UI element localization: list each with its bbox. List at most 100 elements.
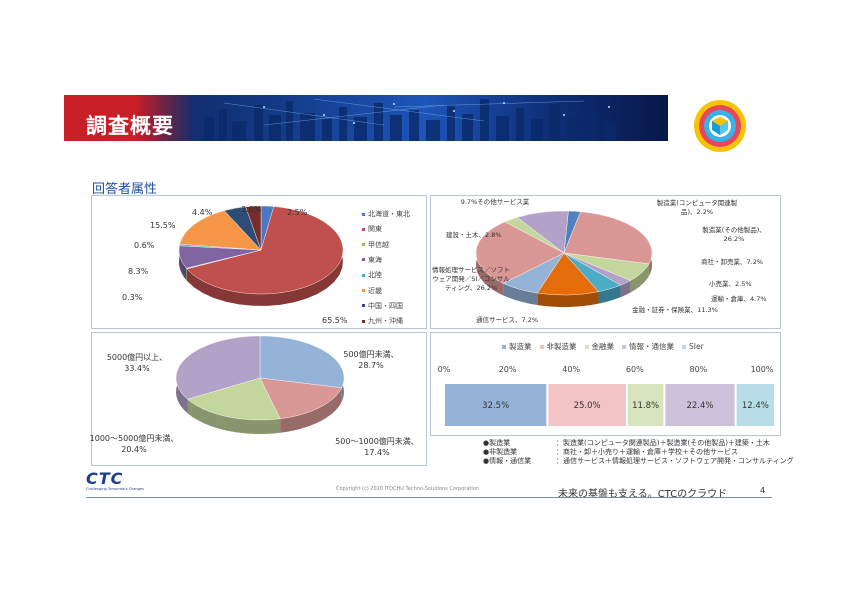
region-label-koshinetsu: 0.3% [122,293,143,302]
copyright-text: Copyright (c) 2020 ITOCHU Techno-Solutio… [336,486,479,492]
industry-label-logistics: 運輸・倉庫、4.7% [711,295,767,303]
revenue-pie-chart [175,335,345,434]
industry-label-telecom: 通信サービス、7.2% [476,316,539,324]
region-legend-item: 北海道・東北 [362,209,410,219]
ctc-logo: CTC [86,469,124,488]
x-tick-label: 80% [690,365,708,374]
region-slice-5 [179,210,262,251]
industry-label-mfg-other: 製造業(その他製品)、26.2% [702,226,766,243]
ctc-tagline: Challenging Tomorrow's Changes [86,487,144,491]
industry-slice-1 [563,211,653,265]
industry-slice-side-6 [503,283,538,306]
legend-swatch [362,227,365,231]
note-definition: ：通信サービス＋情報処理サービス・ソフトウェア開発・コンサルティング [556,457,794,465]
industry-label-other-service: 9.7%その他サービス業 [460,198,530,206]
legend-swatch [502,345,506,349]
region-label-tohoku: 2.5% [287,208,308,217]
revenue-slice-0 [259,335,345,388]
legend-label: 近畿 [368,286,382,295]
banner-red-accent [64,95,194,141]
legend-swatch [539,345,544,349]
bar-segment [445,384,547,426]
region-slice-7 [245,205,262,251]
region-legend-item: 関東 [362,224,382,234]
section-title: 回答者属性 [92,182,158,197]
revenue-slice-2 [187,377,281,421]
legend-label: 関東 [368,225,382,234]
region-legend-item: 北陸 [362,270,382,280]
region-legend-item: 東海 [362,255,382,265]
x-tick-label: 0% [438,365,451,374]
industry-slice-9 [516,210,569,254]
page-number: 4 [760,486,766,495]
legend-label: 中国・四国 [368,301,403,310]
legend-label: 情報・通信業 [629,342,674,351]
x-tick-label: 20% [499,365,517,374]
revenue-slice-side-2 [187,399,281,434]
note-definition: ：商社・卸＋小売り＋運輸・倉庫＋学校＋その他サービス [556,448,738,456]
industry-label-finance: 金融・証券・保険業、11.3% [632,306,718,314]
industry-slice-side-2 [630,263,649,293]
industry-label-mfg-computer: 製造業(コンピュータ関連製品)、2.2% [656,199,738,216]
region-label-hokkaido: 3.0% [241,205,262,214]
legend-swatch [584,345,589,349]
region-label-kinki: 15.5% [150,221,176,230]
revenue-slice-side-1 [280,387,342,433]
x-tick-label: 40% [562,365,580,374]
x-tick-label: 60% [626,365,644,374]
revenue-label-over-5000: 5000億円以上、33.4% [106,353,168,373]
note-term: ●情報・通信業 [483,457,532,465]
revenue-slice-1 [259,377,343,419]
industry-slice-side-3 [620,280,631,298]
legend-swatch [362,289,365,292]
bar-segment [736,384,775,426]
region-slice-side-2 [186,268,187,281]
industry-label-retail: 小売業、2.5% [709,280,752,288]
legend-label: SIer [689,342,704,351]
bar-data-label: 32.5% [482,401,509,411]
legend-label: 金融業 [591,342,615,351]
legend-label: 北海道・東北 [368,210,410,218]
region-legend-item: 近畿 [362,286,382,296]
legend-swatch [362,304,365,308]
legend-swatch [622,345,626,349]
industry-label-trading: 商社・卸売業、7.2% [701,258,764,266]
bar-data-label: 25.0% [574,401,601,411]
legend-label: 北陸 [368,271,382,280]
region-label-kanto: 65.5% [322,316,348,325]
region-legend-item: 中国・四国 [362,301,403,311]
note-definition: ：製造業(コンピュータ関連製品)＋製造業(その他製品)＋建築・土木 [556,439,770,447]
industry-group-bar-chart: 0% 20% 40% 60% 80% 100% 32.5% 25.0% 11.8% 22.4% 12… [438,365,775,426]
page-title: 調査概要 [86,114,174,138]
region-legend-item: 甲信越 [362,240,389,250]
x-tick-label: 100% [751,365,774,374]
city-skyline-image [204,98,616,141]
bar-segment [627,384,664,426]
industry-label-info-processing: 情報処理サービス／ソフトウェア開発／SI／コンサルティング、26.2% [432,266,510,292]
legend-label: 非製造業 [546,342,577,351]
revenue-slice-3 [175,335,261,400]
bar-data-label: 11.8% [632,401,659,411]
industry-slice-side-5 [537,291,599,307]
region-pie-chart [178,205,344,306]
bar-segment [548,384,626,426]
region-slice-1 [186,206,344,295]
bar-data-label: 12.4% [742,401,769,411]
ctc-cloud-logo-icon [694,100,746,152]
legend-swatch [362,273,365,277]
industry-label-construction: 建設・土木、2.8% [446,231,502,239]
legend-label: 甲信越 [368,240,389,249]
bar-segment [665,384,735,426]
revenue-label-1000-5000: 1000〜5000億円未満、20.4% [89,434,179,454]
region-label-tokai: 8.3% [128,267,149,276]
legend-label: 九州・沖縄 [368,317,403,326]
slogan-text: 未来の基盤も支える。CTCのクラウド [558,489,728,500]
revenue-label-500-1000: 500〜1000億円未満、17.4% [335,437,419,457]
industry-pie-chart [475,210,653,307]
region-legend-item: 九州・沖縄 [362,316,403,326]
industry-group-legend: 製造業 非製造業 金融業 情報・通信業 SIer [494,341,704,352]
footer-divider [86,497,772,498]
legend-swatch [682,345,686,349]
header-banner [64,95,668,141]
legend-swatch [362,319,365,323]
